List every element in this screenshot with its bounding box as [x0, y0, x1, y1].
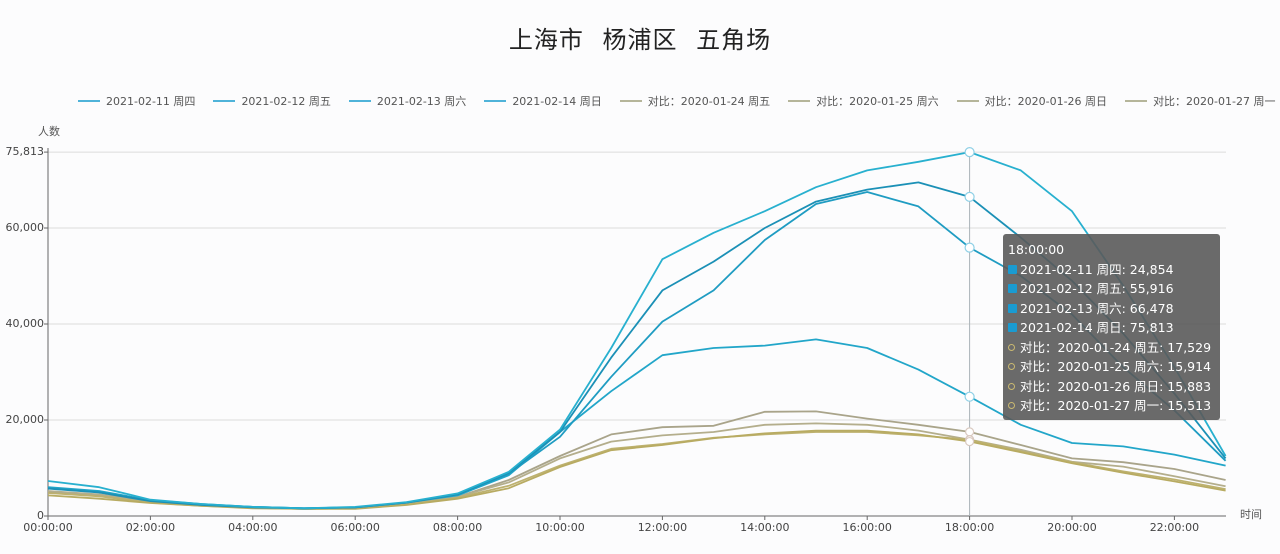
x-tick-label: 20:00:00	[1047, 521, 1097, 534]
series-circle-icon	[1008, 363, 1015, 371]
legend-item[interactable]: 对比：2020-01-25 周六	[788, 93, 939, 109]
y-tick-label: 0	[37, 509, 44, 522]
tooltip-row: 对比：2020-01-25 周六: 15,914	[1008, 357, 1220, 377]
legend-line-icon	[619, 100, 642, 102]
x-tick-label: 00:00:00	[23, 521, 73, 534]
tooltip-header: 18:00:00	[1008, 242, 1065, 257]
tooltip-row-label: 对比：2020-01-27 周一: 15,513	[1020, 398, 1212, 413]
legend-line-icon	[788, 100, 811, 102]
tooltip-row-label: 对比：2020-01-25 周六: 15,914	[1020, 359, 1212, 374]
legend-line-icon	[484, 100, 507, 102]
legend-label: 2021-02-14 周日	[512, 95, 602, 108]
highlight-point-icon	[964, 427, 975, 437]
x-tick-label: 04:00:00	[228, 521, 278, 534]
highlight-point-icon	[964, 391, 975, 402]
series-square-icon	[1008, 284, 1017, 294]
series-square-icon	[1008, 303, 1017, 313]
tooltip-row: 2021-02-12 周五: 55,916	[1008, 279, 1220, 299]
legend-item[interactable]: 对比：2020-01-27 周一	[1125, 93, 1276, 109]
series-square-icon	[1008, 323, 1017, 333]
series-line[interactable]	[47, 422, 1226, 510]
series-circle-icon	[1008, 343, 1015, 351]
x-tick-label: 10:00:00	[535, 521, 585, 534]
legend-line-icon	[348, 100, 371, 102]
x-tick-label: 18:00:00	[944, 521, 995, 534]
legend-item[interactable]: 2021-02-13 周六	[348, 93, 467, 109]
y-tick-label: 75,813	[5, 145, 45, 159]
tooltip-row-label: 2021-02-13 周六: 66,478	[1020, 300, 1174, 316]
tooltip-row-label: 2021-02-12 周五: 55,916	[1020, 281, 1174, 296]
chart-title: 上海市 杨浦区 五角场	[508, 26, 772, 54]
series-circle-icon	[1008, 402, 1015, 410]
highlight-point-icon	[964, 191, 975, 203]
highlight-point-icon	[964, 436, 975, 447]
series-circle-icon	[1008, 382, 1015, 390]
series-line[interactable]	[47, 151, 1227, 510]
tooltip-row-label: 2021-02-11 周四: 24,854	[1020, 261, 1174, 277]
y-tick-label: 20,000	[5, 413, 45, 426]
series-square-icon	[1008, 264, 1017, 274]
x-tick-label: 22:00:00	[1149, 521, 1200, 534]
chart-legend: 2021-02-11 周四 2021-02-12 周五 2021-02-13 周六 2…	[78, 93, 1280, 109]
y-tick-label: 40,000	[5, 317, 45, 330]
tooltip-row: 2021-02-11 周四: 24,854	[1008, 260, 1220, 280]
tooltip-row: 对比：2020-01-24 周五: 17,529	[1008, 338, 1220, 358]
highlight-point-icon	[964, 242, 975, 253]
chart-tooltip: 18:00:00 2021-02-11 周四: 24,854 2021-02-12…	[1003, 234, 1220, 420]
tooltip-row-label: 2021-02-14 周日: 75,813	[1020, 320, 1174, 335]
legend-label: 2021-02-13 周六	[376, 95, 467, 108]
legend-label: 对比：2020-01-25 周六	[816, 95, 939, 108]
series-line[interactable]	[47, 410, 1226, 510]
legend-line-icon	[956, 100, 979, 102]
x-tick-label: 12:00:00	[637, 521, 688, 534]
series-line[interactable]	[47, 429, 1226, 510]
legend-label: 2021-02-12 周五	[241, 95, 331, 108]
legend-item[interactable]: 对比：2020-01-24 周五	[619, 93, 771, 109]
tooltip-row: 对比：2020-01-26 周日: 15,883	[1008, 377, 1220, 397]
tooltip-row-label: 对比：2020-01-24 周五: 17,529	[1020, 339, 1212, 355]
highlight-point-icon	[964, 146, 975, 158]
legend-line-icon	[78, 100, 100, 102]
x-tick-label: 06:00:00	[330, 521, 380, 534]
series-line[interactable]	[47, 431, 1226, 510]
y-axis-label: 人数	[38, 125, 60, 138]
x-tick-label: 02:00:00	[125, 521, 176, 534]
legend-label: 对比：2020-01-26 周日	[984, 95, 1108, 108]
legend-item[interactable]: 2021-02-12 周五	[213, 93, 331, 109]
x-tick-label: 14:00:00	[740, 521, 790, 534]
legend-item[interactable]: 对比：2020-01-26 周日	[956, 93, 1108, 109]
legend-item[interactable]: 2021-02-14 周日	[484, 93, 602, 109]
legend-line-icon	[213, 100, 236, 102]
tooltip-row: 2021-02-13 周六: 66,478	[1008, 299, 1220, 319]
legend-label: 2021-02-11 周四	[106, 95, 196, 108]
x-axis-label: 时间	[1240, 508, 1262, 521]
tooltip-row-label: 对比：2020-01-26 周日: 15,883	[1020, 378, 1212, 394]
legend-label: 对比：2020-01-24 周五	[647, 95, 771, 108]
legend-line-icon	[1125, 100, 1148, 102]
x-tick-label: 16:00:00	[842, 521, 892, 534]
tooltip-row: 2021-02-14 周日: 75,813	[1008, 318, 1220, 338]
y-tick-label: 60,000	[5, 221, 45, 234]
x-tick-label: 08:00:00	[432, 521, 483, 534]
legend-item[interactable]: 2021-02-11 周四	[78, 93, 195, 109]
tooltip-row: 对比：2020-01-27 周一: 15,513	[1008, 396, 1220, 416]
legend-label: 对比：2020-01-27 周一	[1153, 95, 1276, 108]
